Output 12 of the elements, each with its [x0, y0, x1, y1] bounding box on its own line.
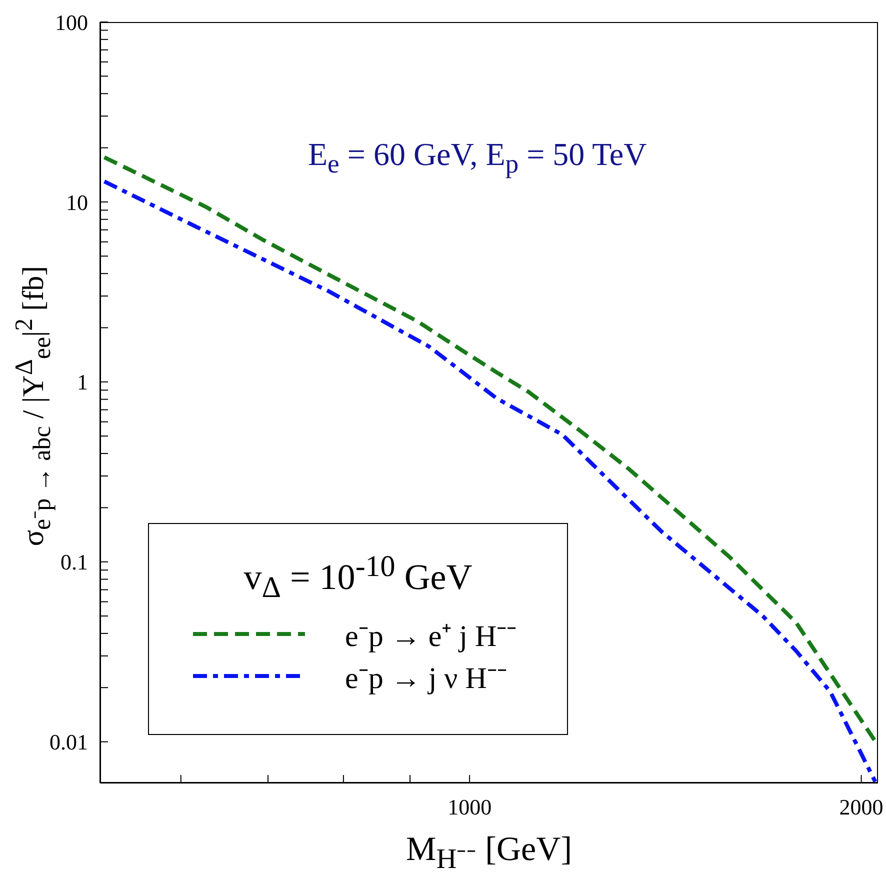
- y-tick-label: 0.1: [60, 550, 88, 575]
- y-tick-label: 0.01: [50, 730, 88, 755]
- y-tick-label: 10: [66, 190, 88, 215]
- y-tick-label: 1: [77, 370, 88, 395]
- legend-label: e⁻p → e⁺ j H⁻⁻: [345, 618, 517, 655]
- annotation: E$_{e}$ = 60 GeV, E$_{p}$ = 50 TeV: [308, 136, 647, 180]
- x-tick-label: 1000: [448, 794, 492, 820]
- x-tick-label: 2000: [839, 794, 884, 820]
- legend-title: v$_{Δ}$ = 10$^{-10}$ GeV: [242, 550, 474, 606]
- legend-label: e⁻p → j ν H⁻⁻: [345, 660, 507, 697]
- x-axis-title: M$_{H⁻⁻}$ [GeV]: [404, 831, 574, 876]
- y-tick-label: 100: [55, 10, 88, 35]
